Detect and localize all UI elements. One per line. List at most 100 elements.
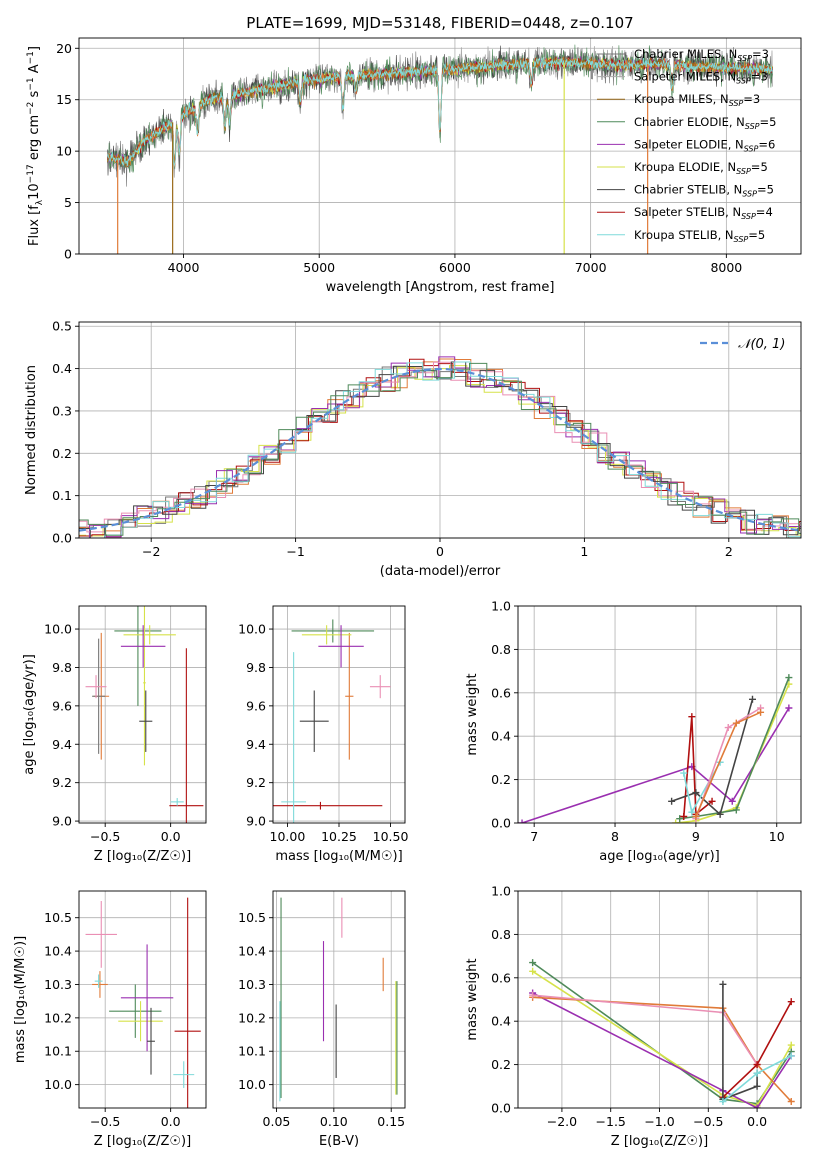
legend-n: 3 <box>760 70 767 84</box>
x-tick-label: −0.5 <box>693 1114 723 1129</box>
y-tick-label: 20 <box>56 41 72 56</box>
data-point <box>676 815 684 823</box>
x-axis-label: age [log₁₀(age/yr)] <box>599 849 720 864</box>
legend-eq: = <box>756 205 766 219</box>
chart-title: PLATE=1699, MJD=53148, FIBERID=0448, z=0… <box>246 14 633 32</box>
legend-n: 5 <box>767 183 774 197</box>
legend-eq: = <box>751 70 761 84</box>
x-tick-label: 1 <box>580 544 588 559</box>
y-tick-label: 9.0 <box>52 814 72 829</box>
axes-frame <box>78 890 207 1109</box>
y-tick-label: 1.0 <box>491 599 511 614</box>
axes-frame <box>517 605 802 824</box>
data-point <box>753 1069 761 1077</box>
y-tick-label: 9.2 <box>52 775 72 790</box>
x-tick-label: 10.00 <box>270 829 306 844</box>
x-tick-label: −1.5 <box>596 1114 626 1129</box>
x-tick-label: 7 <box>530 829 538 844</box>
x-axis-label: Z [log₁₀(Z/Z☉)] <box>94 849 191 864</box>
legend-sep: , N <box>728 137 744 151</box>
y-tick-label: 10.0 <box>238 1077 266 1092</box>
x-tick-label: 5000 <box>303 260 335 275</box>
plot-area <box>85 897 201 1108</box>
legend-entry: Chabrier MILES, NSSP=3 <box>634 47 769 63</box>
y-axis-label: mass [log₁₀(M/M☉)] <box>13 936 28 1063</box>
x-tick-label: −0.5 <box>90 1114 120 1129</box>
x-tick-label: 8 <box>611 829 619 844</box>
data-point <box>732 806 740 814</box>
legend-eq: = <box>758 137 768 151</box>
axes-mass_vs_ebv: 0.05 0.10 0.15 10.0 10.1 10.2 10.3 10.4 10.5 E(B-… <box>238 890 406 1149</box>
legend-n: 5 <box>758 228 765 242</box>
legend-sub: SSP <box>741 212 756 221</box>
gridlines <box>273 891 405 1108</box>
data-point <box>680 812 688 820</box>
data-point <box>787 1052 795 1060</box>
y-tick-label: 15 <box>56 92 72 107</box>
x-tick-label: 0.15 <box>377 1114 405 1129</box>
plot-area <box>529 959 795 1108</box>
y-tick-label: 0.0 <box>491 816 511 831</box>
data-point <box>785 704 793 712</box>
data-point <box>719 980 727 988</box>
legend-sep: , N <box>718 228 734 242</box>
x-axis-label: mass [log₁₀(M/M☉)] <box>275 849 402 864</box>
legend-n: 3 <box>753 92 760 106</box>
y-tick-label: 9.6 <box>246 698 266 713</box>
x-tick-label: 0.0 <box>161 829 181 844</box>
legend-entry: Salpeter ELODIE, NSSP=6 <box>634 137 775 153</box>
legend-sep: , N <box>713 92 729 106</box>
y-axis-label-part: −2 <box>26 102 36 115</box>
y-tick-label: 10.3 <box>44 977 72 992</box>
series-line <box>722 984 758 1101</box>
legend-entry: Kroupa ELODIE, NSSP=5 <box>634 160 768 176</box>
data-point <box>692 789 700 797</box>
y-tick-label: 10.5 <box>238 910 266 925</box>
data-point <box>529 991 537 999</box>
x-tick-label: 0.05 <box>263 1114 291 1129</box>
x-axis-label: (data-model)/error <box>380 564 501 579</box>
x-tick-label: −0.5 <box>90 829 120 844</box>
histogram-step <box>79 361 801 538</box>
legend-n: 3 <box>762 47 769 61</box>
x-tick-label: 0.10 <box>320 1114 348 1129</box>
y-axis-label: Normed distribution <box>24 365 39 495</box>
histogram-step <box>79 362 801 536</box>
data-point <box>518 819 526 823</box>
x-tick-label: −1 <box>286 544 304 559</box>
legend-name: Kroupa MILES <box>634 92 713 106</box>
legend-sep: , N <box>721 47 737 61</box>
y-tick-label: 0.3 <box>52 403 72 418</box>
histogram-step <box>79 366 801 538</box>
x-tick-label: 2 <box>725 544 733 559</box>
y-tick-label: 10.3 <box>238 977 266 992</box>
legend-sep: , N <box>726 183 742 197</box>
legend-sep: , N <box>720 70 736 84</box>
data-point <box>692 812 700 820</box>
spectrum-line <box>107 56 773 167</box>
y-tick-label: 10.2 <box>44 1010 72 1025</box>
y-tick-label: 0.4 <box>491 729 511 744</box>
gridlines <box>79 606 206 823</box>
y-tick-label: 0.1 <box>52 488 72 503</box>
histogram-step <box>79 358 801 538</box>
legend-sub: SSP <box>736 167 751 176</box>
series-line <box>532 992 792 1108</box>
y-tick-label: 10.4 <box>44 944 72 959</box>
y-tick-label: 9.8 <box>52 660 72 675</box>
x-axis-label: Z [log₁₀(Z/Z☉)] <box>611 1134 708 1149</box>
x-tick-label: 10 <box>769 829 785 844</box>
y-tick-label: 10.0 <box>238 622 266 637</box>
legend-eq: = <box>751 160 761 174</box>
legend-sub: SSP <box>745 122 760 131</box>
y-tick-label: 10.2 <box>238 1010 266 1025</box>
data-point <box>719 1097 727 1105</box>
legend-entry: Kroupa STELIB, NSSP=5 <box>634 228 765 244</box>
x-axis-label: Z [log₁₀(Z/Z☉)] <box>94 1134 191 1149</box>
x-tick-label: 8000 <box>710 260 742 275</box>
histogram-step <box>79 356 801 538</box>
data-point <box>787 998 795 1006</box>
legend-sub: SSP <box>734 235 749 244</box>
spectrum-line <box>107 46 773 178</box>
